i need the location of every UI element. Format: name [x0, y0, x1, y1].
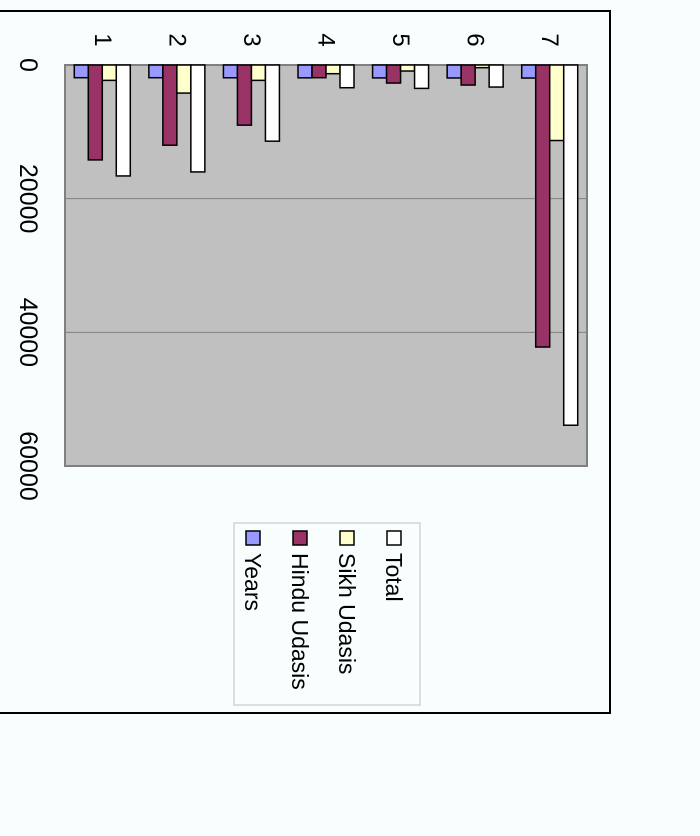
chart-border [0, 10, 611, 714]
category-label: 6 [462, 33, 489, 46]
legend-box [233, 522, 421, 706]
bar-total-1 [115, 64, 132, 177]
bar-years-5 [371, 64, 388, 79]
gridlines [65, 198, 587, 333]
category-label: 2 [163, 33, 190, 46]
bar-years-4 [297, 64, 313, 79]
legend-label: Total [381, 553, 407, 602]
bar-years-7 [520, 64, 537, 79]
category-label: 5 [387, 33, 414, 46]
bar-total-6 [488, 64, 504, 88]
bar-sikh-udasis-6 [474, 64, 490, 69]
legend-swatch [245, 530, 261, 546]
bar-years-3 [222, 64, 239, 79]
bar-years-6 [446, 64, 462, 79]
value-tick-label: 0 [14, 58, 42, 72]
legend-swatch [386, 530, 402, 546]
bar-hindu-udasis-6 [460, 64, 476, 86]
bars [73, 64, 579, 426]
bar-total-3 [264, 64, 281, 142]
bar-hindu-udasis-1 [87, 64, 104, 161]
legend: Total Sikh Udasis Hindu Udasis Years [233, 522, 421, 706]
category-label: 4 [313, 33, 340, 46]
bar-total-4 [339, 64, 355, 89]
bar-hindu-udasis-5 [385, 64, 402, 84]
plot-area [64, 64, 588, 467]
bar-sikh-udasis-4 [325, 64, 341, 75]
legend-label: Sikh Udasis [334, 553, 360, 674]
bar-hindu-udasis-2 [162, 64, 178, 146]
bar-total-7 [562, 64, 579, 426]
legend-swatch [339, 530, 355, 546]
value-axis-ticks: 0 20000 40000 60000 [14, 58, 42, 501]
bar-hindu-udasis-7 [534, 64, 551, 348]
bar-hindu-udasis-4 [311, 64, 327, 79]
value-tick-label: 20000 [14, 164, 42, 234]
category-label: 1 [89, 33, 116, 46]
bar-sikh-udasis-1 [101, 64, 118, 82]
category-label: 7 [536, 33, 563, 46]
bar-years-1 [73, 64, 90, 79]
bar-sikh-udasis-2 [176, 64, 192, 94]
category-labels: 1 2 3 4 5 6 7 [89, 33, 563, 46]
category-label: 3 [238, 33, 265, 46]
bar-total-2 [190, 64, 206, 173]
bar-sikh-udasis-3 [250, 64, 267, 82]
bar-sikh-udasis-7 [548, 64, 565, 142]
legend-swatch [292, 530, 308, 546]
value-tick-label: 60000 [14, 431, 42, 501]
legend-label: Years [240, 553, 266, 611]
legend-label: Hindu Udasis [287, 553, 313, 690]
value-tick-label: 40000 [14, 298, 42, 368]
bar-hindu-udasis-3 [236, 64, 253, 126]
bar-sikh-udasis-5 [399, 64, 416, 72]
bar-years-2 [148, 64, 164, 79]
bar-total-5 [413, 64, 430, 90]
